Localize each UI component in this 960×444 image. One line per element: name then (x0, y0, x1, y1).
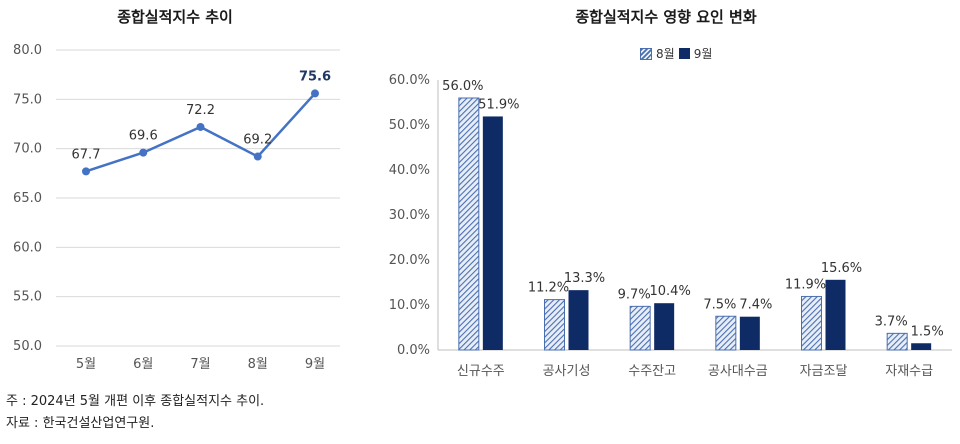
bar-sep-label: 13.3% (564, 271, 605, 286)
bar-chart-panel: 종합실적지수 영향 요인 변화 8월 9월 60.0% 50.0% 40.0% 30.… (372, 0, 960, 385)
bar-sep (482, 116, 503, 350)
line-xtick-label: 8월 (248, 357, 268, 372)
bar-aug-label: 9.7% (618, 287, 651, 302)
bar-aug (629, 305, 651, 351)
bar-chart-legend: 8월 9월 (640, 45, 712, 62)
line-point (253, 152, 262, 161)
line-data-label: 69.2 (243, 133, 272, 148)
line-ytick-label: 70.0 (13, 142, 42, 157)
bar-sep-label: 51.9% (478, 97, 519, 112)
bar-sep-label: 1.5% (911, 324, 944, 339)
bar-sep-label: 7.4% (739, 298, 772, 313)
bar-xtick-label: 공사대수금 (708, 364, 768, 379)
bar-xtick-label: 수주잔고 (628, 364, 676, 379)
line-ytick-label: 60.0 (13, 240, 42, 255)
bar-ytick-label: 60.0% (389, 73, 430, 88)
bar-ytick-label: 0.0% (397, 343, 430, 358)
line-data-label: 75.6 (299, 69, 331, 84)
line-xtick-label: 6월 (133, 357, 153, 372)
line-chart: 80.0 75.0 70.0 65.0 60.0 55.0 50.0 5월 6월 7월 8월 9월 67… (13, 43, 340, 372)
line-data-label: 69.6 (129, 129, 158, 144)
line-chart-panel: 종합실적지수 추이 80.0 75.0 70.0 65.0 60.0 55.0 50.0 5월… (0, 0, 350, 385)
bar-ytick-label: 40.0% (389, 163, 430, 178)
bar-sep (825, 279, 846, 350)
bar-aug (458, 97, 480, 351)
bar-aug (886, 332, 908, 351)
bar-aug-label: 11.9% (785, 277, 826, 292)
bar-chart-title: 종합실적지수 영향 요인 변화 (575, 8, 757, 26)
legend-label-sep: 9월 (693, 47, 713, 61)
footnote-note: 주 : 2024년 5월 개편 이후 종합실적지수 추이. (6, 394, 265, 409)
line-data-label: 72.2 (186, 103, 215, 118)
line-data-label: 67.7 (72, 147, 101, 162)
legend-label-aug: 8월 (656, 47, 675, 61)
footnotes: 주 : 2024년 5월 개편 이후 종합실적지수 추이. 자료 : 한국건설산… (6, 391, 264, 435)
bar-aug-label: 56.0% (442, 79, 483, 94)
bar-chart: 60.0% 50.0% 40.0% 30.0% 20.0% 10.0% 0.0% 신규수주 56… (389, 73, 952, 379)
bar-sep (654, 303, 675, 350)
bar-aug-label: 11.2% (528, 281, 569, 296)
legend-swatch-aug (640, 47, 652, 60)
bar-sep (739, 316, 760, 350)
line-xtick-label: 5월 (76, 357, 96, 372)
legend-swatch-sep (678, 48, 690, 59)
bar-ytick-label: 20.0% (389, 253, 430, 268)
bar-xtick-label: 공사기성 (543, 364, 591, 379)
bar-sep (911, 343, 932, 350)
bar-ytick-label: 50.0% (389, 118, 430, 133)
line-ytick-label: 80.0 (13, 43, 42, 58)
line-ytick-label: 65.0 (13, 191, 42, 206)
bar-aug (715, 315, 737, 351)
line-point (139, 148, 148, 157)
line-chart-title: 종합실적지수 추이 (117, 8, 233, 26)
bar-aug (801, 295, 822, 351)
line-point (311, 89, 319, 98)
footnote-source: 자료 : 한국건설산업연구원. (6, 416, 155, 431)
bar-aug-label: 7.5% (703, 297, 736, 312)
line-ytick-label: 50.0 (13, 339, 42, 354)
bar-aug (544, 299, 565, 351)
line-ytick-label: 75.0 (13, 92, 42, 107)
bar-xtick-label: 신규수주 (457, 364, 505, 379)
bar-sep (568, 290, 589, 350)
line-xtick-label: 7월 (190, 357, 210, 372)
bar-xtick-label: 자금조달 (800, 364, 848, 379)
bar-aug-label: 3.7% (875, 314, 908, 329)
bar-ytick-label: 30.0% (389, 208, 430, 223)
line-xtick-label: 9월 (305, 357, 325, 372)
bar-xtick-label: 자재수급 (885, 364, 933, 379)
line-point (196, 122, 205, 131)
bar-sep-label: 10.4% (650, 284, 691, 299)
bar-ytick-label: 10.0% (389, 298, 430, 313)
bar-sep-label: 15.6% (821, 261, 862, 276)
line-ytick-label: 55.0 (13, 290, 42, 305)
line-point (82, 167, 90, 176)
